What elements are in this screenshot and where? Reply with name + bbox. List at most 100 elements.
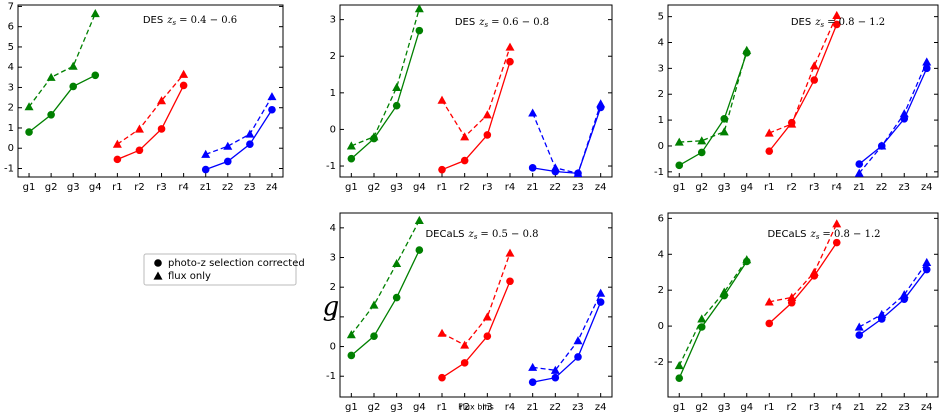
data-point bbox=[179, 69, 189, 78]
y-tick-label: 3 bbox=[8, 82, 14, 93]
data-point bbox=[742, 45, 752, 54]
panel-title: DECaLS zs = 0.8 − 1.2 bbox=[767, 229, 880, 242]
x-tick-label: g3 bbox=[718, 182, 731, 193]
data-point bbox=[764, 128, 774, 137]
data-point bbox=[832, 238, 841, 247]
legend-marker bbox=[154, 259, 162, 267]
x-tick-label: g4 bbox=[89, 182, 102, 193]
title-survey: DES bbox=[143, 15, 163, 26]
x-axis-label: Flux bins bbox=[458, 403, 494, 412]
x-tick-label: z3 bbox=[572, 182, 584, 193]
data-point bbox=[765, 319, 774, 328]
series-line bbox=[532, 301, 602, 383]
data-point bbox=[437, 95, 447, 104]
data-point bbox=[506, 57, 514, 66]
data-point bbox=[157, 96, 167, 105]
data-point bbox=[460, 340, 470, 349]
x-tick-label: z1 bbox=[527, 182, 539, 193]
x-tick-label: r1 bbox=[437, 182, 447, 193]
data-point bbox=[113, 155, 122, 164]
data-point bbox=[922, 257, 932, 266]
x-tick-label: z2 bbox=[876, 182, 888, 193]
y-tick-label: 1 bbox=[330, 88, 336, 99]
y-tick-label: 6 bbox=[658, 213, 664, 224]
title-range: = 0.6 − 0.8 bbox=[491, 17, 549, 28]
title-survey: DES bbox=[791, 17, 811, 28]
data-point bbox=[24, 102, 34, 111]
x-tick-label: r3 bbox=[482, 182, 492, 193]
data-point bbox=[68, 61, 78, 70]
data-point bbox=[370, 332, 378, 340]
y-tick-label: 6 bbox=[8, 22, 14, 33]
x-tick-label: g2 bbox=[695, 182, 708, 193]
data-point bbox=[854, 322, 864, 331]
x-tick-label: g1 bbox=[23, 182, 36, 193]
data-point bbox=[899, 109, 909, 118]
data-point bbox=[369, 300, 379, 309]
x-tick-label: g4 bbox=[413, 182, 426, 193]
data-point bbox=[346, 141, 356, 150]
series-line bbox=[117, 73, 185, 145]
x-tick-label: r2 bbox=[459, 182, 469, 193]
series-line bbox=[858, 61, 928, 174]
x-tick-label: z4 bbox=[921, 402, 933, 413]
data-point bbox=[506, 277, 514, 286]
y-tick-label: 2 bbox=[330, 282, 336, 293]
data-point bbox=[573, 168, 583, 177]
data-point bbox=[855, 331, 864, 339]
data-point bbox=[922, 265, 931, 274]
x-tick-label: g3 bbox=[390, 402, 403, 413]
data-point bbox=[573, 336, 583, 345]
title-sub: s bbox=[484, 21, 488, 29]
x-tick-label: r2 bbox=[459, 402, 469, 413]
x-tick-label: g2 bbox=[368, 182, 381, 193]
series-line bbox=[351, 8, 420, 147]
data-point bbox=[91, 71, 100, 80]
data-point bbox=[675, 374, 684, 382]
y-tick-label: 0 bbox=[658, 141, 664, 152]
data-point bbox=[25, 128, 33, 136]
data-point bbox=[112, 139, 122, 148]
data-point bbox=[505, 42, 515, 51]
x-tick-label: z3 bbox=[572, 402, 584, 413]
x-tick-label: z3 bbox=[244, 182, 256, 193]
x-tick-label: z2 bbox=[222, 182, 234, 193]
panel-title: DES zs = 0.6 − 0.8 bbox=[455, 17, 549, 30]
data-point bbox=[157, 125, 166, 133]
x-tick-label: z1 bbox=[200, 182, 212, 193]
data-point bbox=[505, 248, 515, 257]
data-point bbox=[347, 154, 356, 163]
data-point bbox=[697, 136, 707, 145]
title-var: z bbox=[166, 15, 173, 26]
data-point bbox=[268, 105, 276, 114]
title-range: = 0.5 − 0.8 bbox=[480, 229, 538, 240]
x-tick-label: g1 bbox=[673, 182, 686, 193]
x-tick-label: r4 bbox=[832, 402, 842, 413]
data-point bbox=[134, 124, 144, 133]
x-tick-label: r2 bbox=[134, 182, 144, 193]
data-point bbox=[483, 131, 492, 139]
data-point bbox=[528, 108, 538, 117]
data-point bbox=[246, 140, 254, 148]
title-survey: DES bbox=[455, 17, 475, 28]
data-point bbox=[528, 362, 538, 371]
x-tick-label: z1 bbox=[853, 182, 865, 193]
x-tick-label: r2 bbox=[787, 402, 797, 413]
data-point bbox=[437, 328, 447, 337]
x-tick-label: r4 bbox=[505, 402, 515, 413]
data-point bbox=[223, 141, 233, 150]
data-point bbox=[832, 20, 841, 29]
data-point bbox=[596, 288, 606, 297]
data-point bbox=[528, 378, 537, 386]
data-point bbox=[596, 99, 606, 108]
data-point bbox=[392, 101, 401, 110]
title-sub: s bbox=[474, 233, 478, 241]
data-point bbox=[414, 215, 424, 225]
y-tick-label: -1 bbox=[326, 371, 336, 382]
y-tick-label: -1 bbox=[654, 167, 664, 178]
x-tick-label: g3 bbox=[67, 182, 80, 193]
series-line bbox=[350, 249, 420, 356]
series-line bbox=[205, 96, 273, 155]
title-var: z bbox=[468, 229, 475, 240]
